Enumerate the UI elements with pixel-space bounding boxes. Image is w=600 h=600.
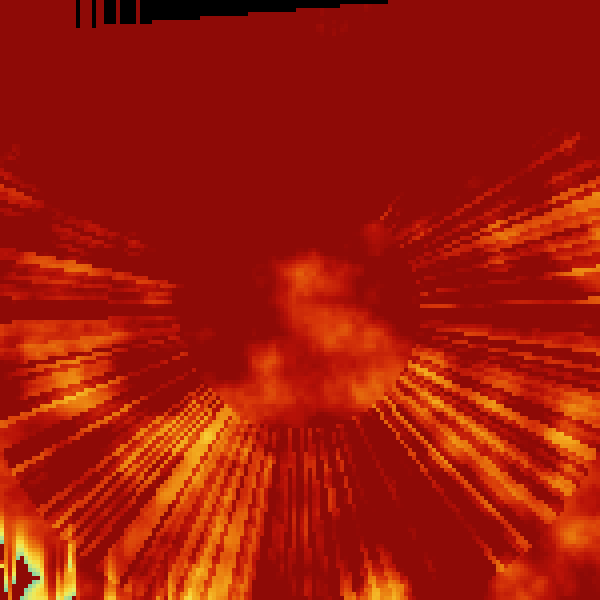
radar-view: Weather Radar Reflectivity Composite dBZ… [0, 0, 600, 600]
radar-reflectivity-heatmap [0, 0, 600, 600]
